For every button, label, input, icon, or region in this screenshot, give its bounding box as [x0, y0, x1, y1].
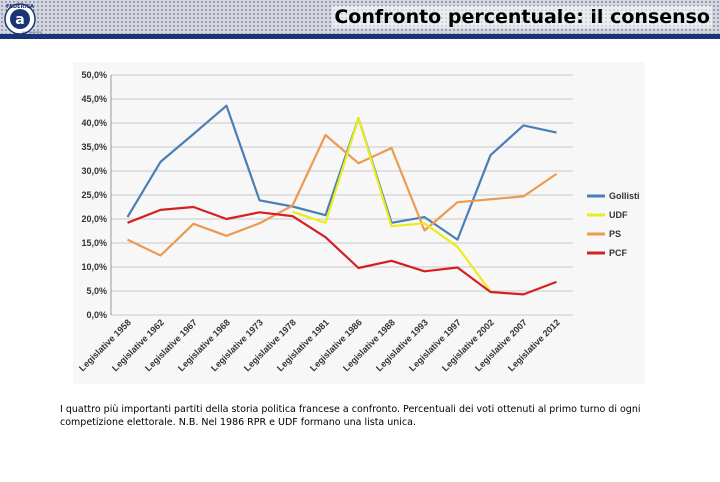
- header-bar: [0, 34, 720, 39]
- y-tick-label: 10,0%: [81, 262, 107, 272]
- series-line-pcf: [127, 205, 557, 296]
- y-tick-label: 30,0%: [81, 166, 107, 176]
- chart-panel: 0,0% 5,0% 10,0% 15,0% 20,0% 25,0% 30,0% 35,0% 40…: [73, 62, 645, 384]
- y-tick-label: 15,0%: [81, 238, 107, 248]
- y-tick-label: 45,0%: [81, 94, 107, 104]
- y-tick-label: 25,0%: [81, 190, 107, 200]
- federica-logo: a FEDERICA web learning: [4, 3, 42, 35]
- y-tick-label: 35,0%: [81, 142, 107, 152]
- line-chart: 0,0% 5,0% 10,0% 15,0% 20,0% 25,0% 30,0% 35,0% 40…: [77, 70, 640, 373]
- legend-label-ps: PS: [609, 229, 621, 239]
- y-tick-label: 50,0%: [81, 70, 107, 80]
- y-tick-label: 40,0%: [81, 118, 107, 128]
- legend-label-pcf: PCF: [609, 248, 628, 258]
- logo-small-text: web learning: [22, 30, 41, 34]
- series-line-ps: [127, 133, 558, 257]
- chart-caption: I quattro più importanti partiti della s…: [60, 404, 641, 428]
- y-tick-label: 20,0%: [81, 214, 107, 224]
- series-line-gollisti: [126, 104, 557, 241]
- y-tick-label: 5,0%: [86, 286, 107, 296]
- logo-letter: a: [15, 12, 24, 28]
- logo-arc-text: FEDERICA: [6, 4, 34, 10]
- series-line-udf: [292, 117, 492, 293]
- y-tick-label: 0,0%: [86, 310, 107, 320]
- legend-label-udf: UDF: [609, 210, 628, 220]
- slide-title: Confronto percentuale: il consenso: [332, 6, 712, 28]
- legend-label-gollisti: Gollisti: [609, 191, 640, 201]
